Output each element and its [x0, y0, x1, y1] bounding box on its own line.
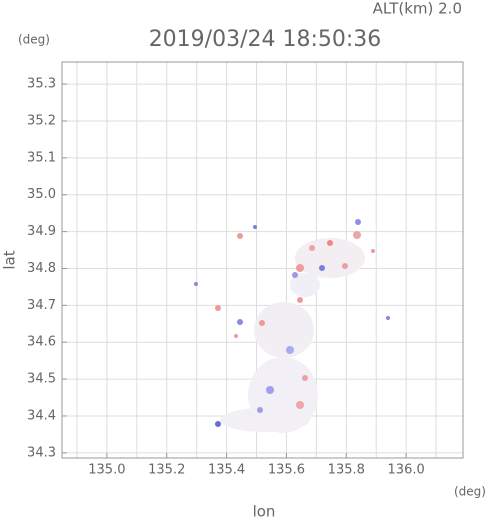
plot-frame — [61, 61, 464, 459]
y-tick-label: 35.2 — [27, 113, 56, 128]
x-unit: (deg) — [454, 485, 486, 499]
x-tick-label: 135.2 — [148, 463, 185, 478]
x-tick-label: 136.0 — [388, 463, 425, 478]
y-tick-label: 34.4 — [27, 408, 56, 423]
grid — [62, 62, 463, 458]
radar-echo — [194, 219, 390, 433]
altitude-label: ALT(km) 2.0 — [373, 0, 462, 18]
y-unit: (deg) — [18, 33, 50, 47]
y-tick-label: 34.3 — [27, 445, 56, 460]
chart-title: 2019/03/24 18:50:36 — [149, 27, 382, 52]
y-tick-label: 35.1 — [27, 150, 56, 165]
y-tick-label: 34.6 — [27, 335, 56, 350]
x-tick-label: 135.6 — [268, 463, 305, 478]
x-tick-label: 135.0 — [88, 463, 125, 478]
x-tick-label: 135.8 — [328, 463, 365, 478]
y-axis-label: lat — [1, 250, 19, 269]
x-axis-label: lon — [253, 503, 276, 521]
y-tick-label: 34.5 — [27, 372, 56, 387]
y-tick-label: 34.9 — [27, 224, 56, 239]
x-tick-label: 135.4 — [208, 463, 245, 478]
y-tick-label: 35.0 — [27, 187, 56, 202]
y-tick-label: 34.7 — [27, 298, 56, 313]
y-tick-label: 35.3 — [27, 77, 56, 92]
y-tick-label: 34.8 — [27, 261, 56, 276]
